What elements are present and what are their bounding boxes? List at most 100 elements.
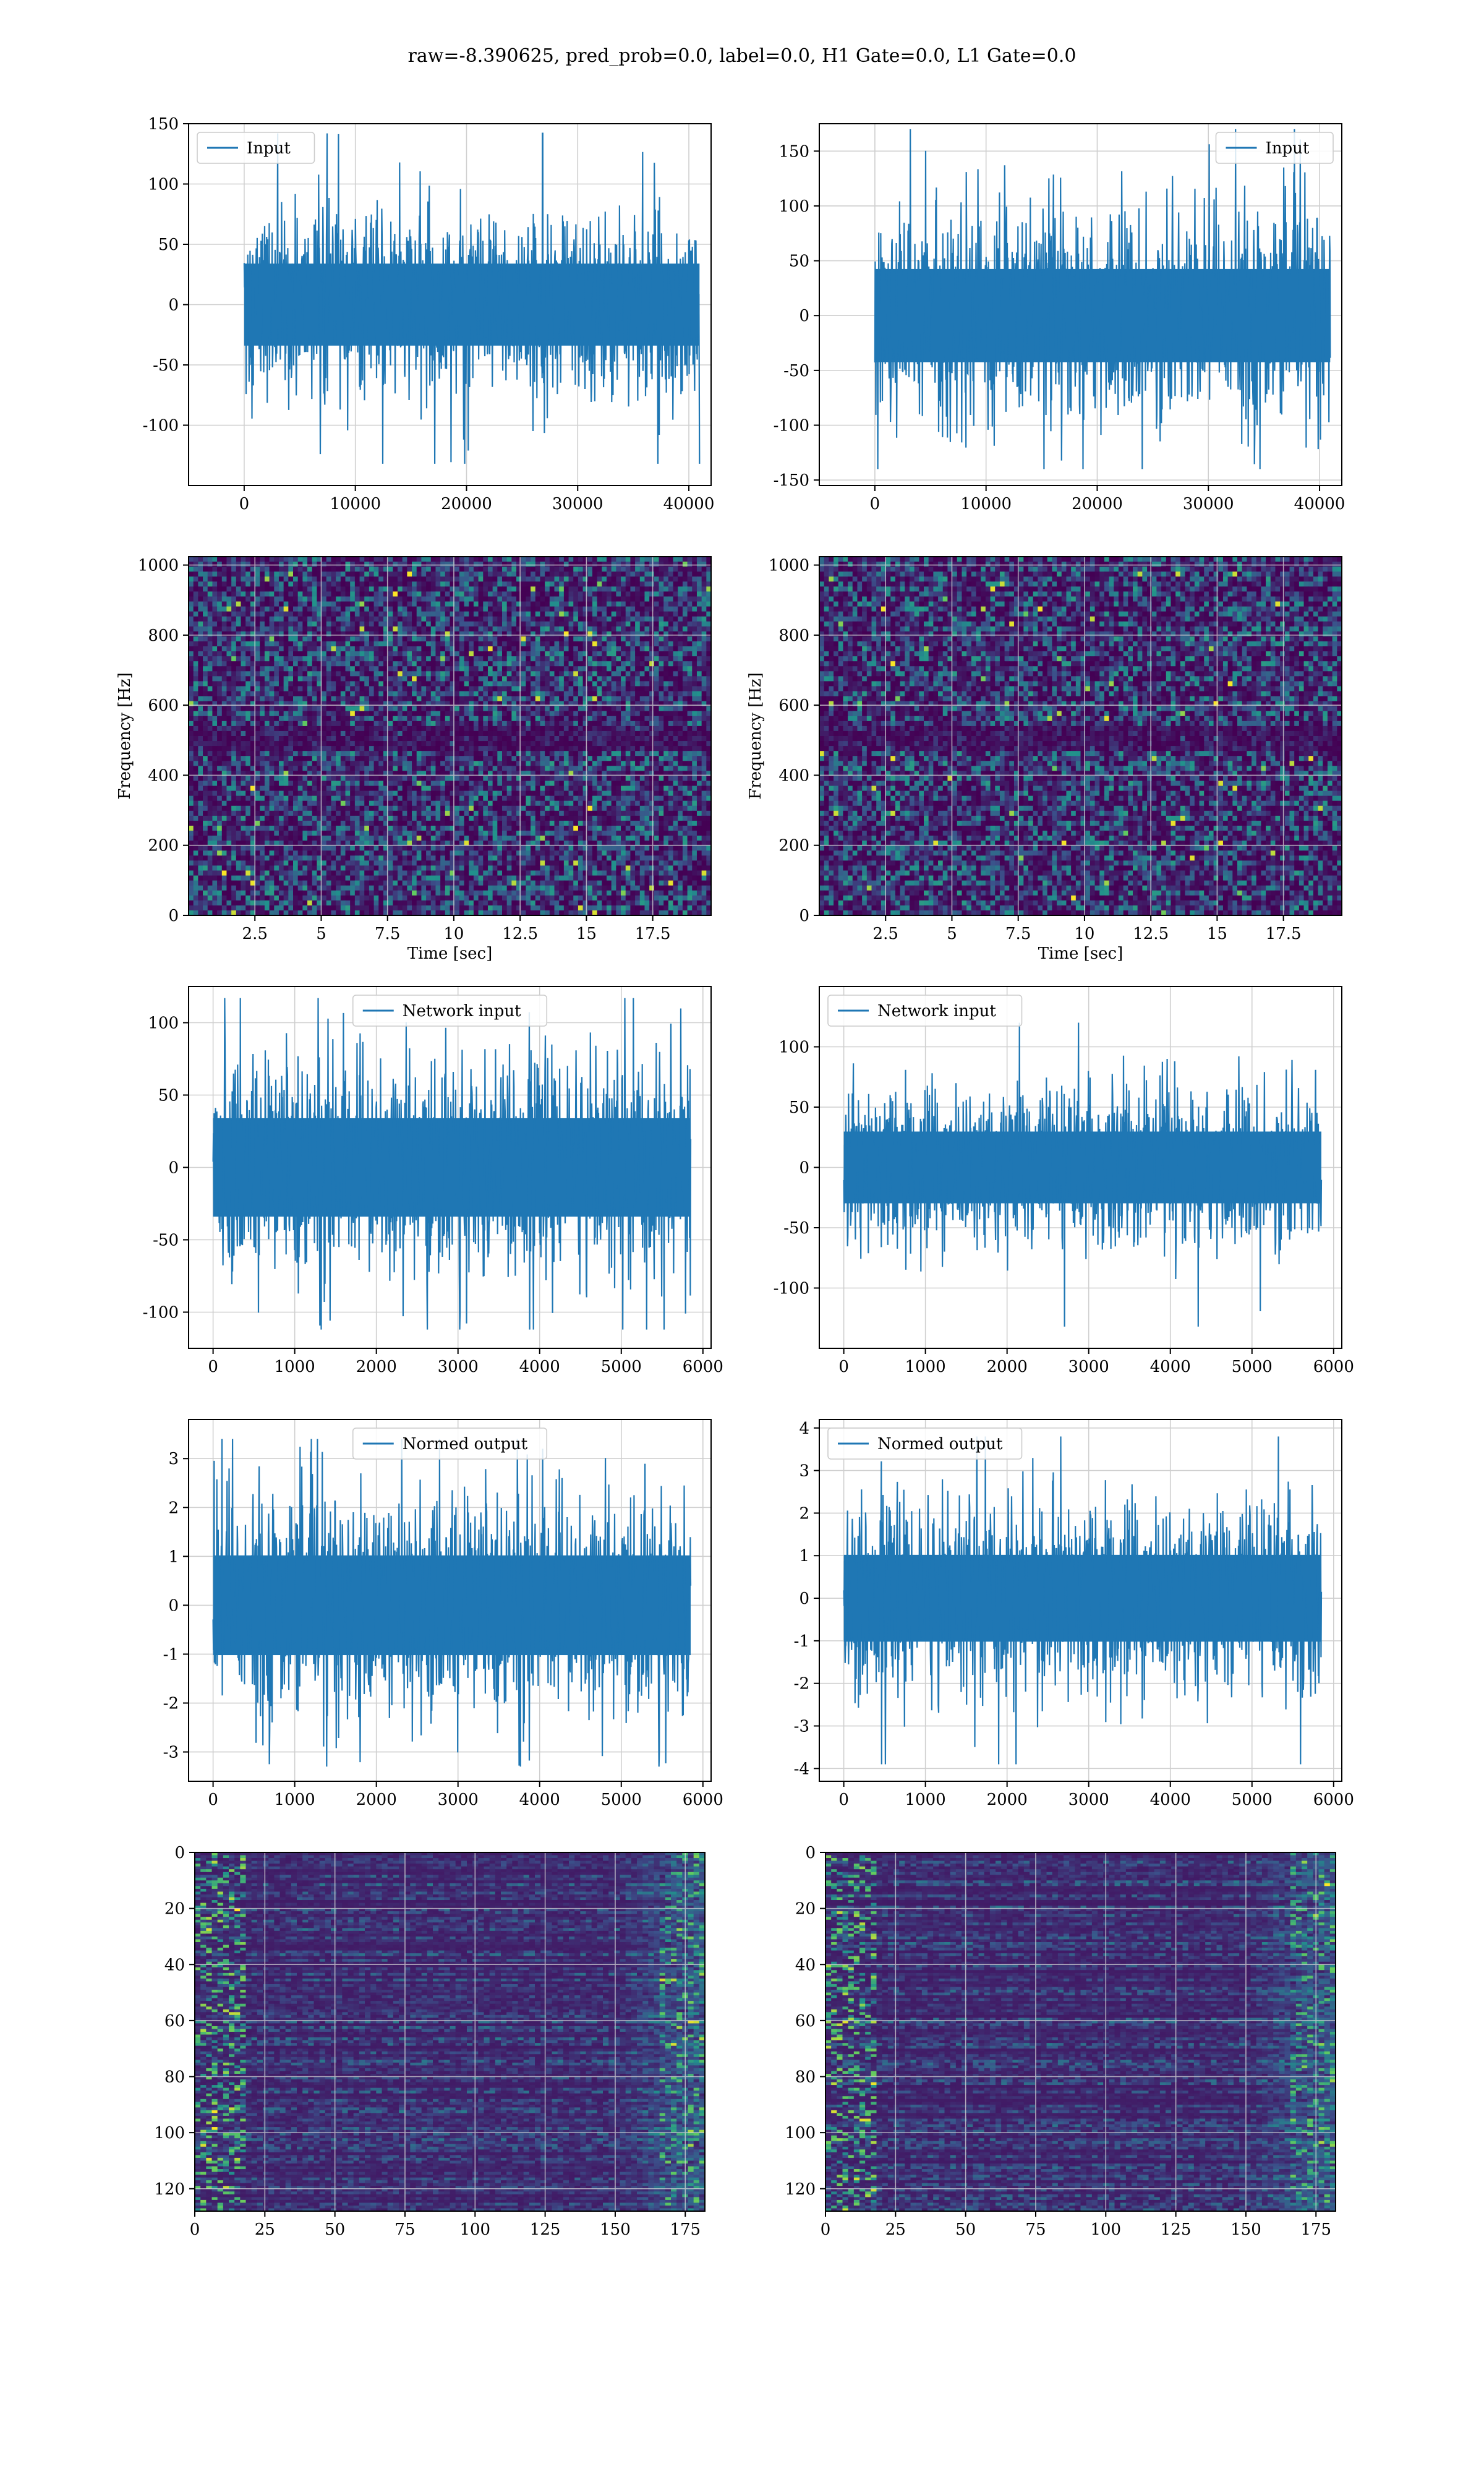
l1-normed-output-legend: Normed output (827, 1427, 1023, 1460)
y-tick-label: 800 (778, 627, 809, 645)
x-tick-label: 17.5 (1266, 925, 1302, 943)
x-tick-label: 0 (208, 1791, 218, 1809)
l1-feature-map-plot-area (825, 1852, 1336, 2211)
h1-normed-output-series-line (212, 1439, 692, 1767)
y-tick-label: 0 (805, 1844, 816, 1862)
x-tick-label: 30000 (1183, 495, 1234, 513)
h1-spectrogram-frame (188, 556, 712, 916)
h1-feature-map-plot-area (195, 1852, 705, 2211)
x-tick-label: 6000 (1313, 1358, 1354, 1376)
y-tick-label: 1000 (138, 557, 179, 575)
x-tick-label: 30000 (552, 495, 603, 513)
x-tick-label: 17.5 (635, 925, 671, 943)
y-tick-label: 4 (799, 1419, 809, 1438)
y-tick-label: 200 (148, 837, 179, 855)
h1-network-input-panel: 0 1000 2000 3000 4000 5000 6000 -100 -50 0 50 100 Ne… (143, 986, 723, 1376)
y-tick-label: 0 (174, 1844, 185, 1862)
h1-normed-output-legend: Normed output (352, 1427, 548, 1460)
h1-normed-output-frame (188, 1419, 712, 1782)
x-tick-label: 0 (838, 1791, 849, 1809)
l1-spectrogram-cells (819, 557, 1342, 915)
y-tick-label: 150 (778, 142, 809, 161)
y-tick-label: 400 (148, 766, 179, 785)
y-tick-label: 60 (795, 2012, 816, 2031)
y-tick-label: 1000 (769, 557, 809, 575)
h1-normed-output-plot-area (189, 1419, 711, 1781)
x-tick-label: 0 (838, 1358, 849, 1376)
x-tick-label: 2000 (356, 1791, 397, 1809)
y-tick-label: -100 (774, 1280, 809, 1298)
y-tick-label: 20 (795, 1900, 816, 1919)
y-tick-label: 120 (785, 2180, 816, 2199)
l1-input-legend: Input (1215, 132, 1334, 164)
l1-spectrogram-panel: 2.5 5 7.5 10 12.5 15 17.5 0 200 400 600 800 1000 Time… (746, 556, 1342, 963)
l1-spectrogram-plot-area (819, 557, 1342, 915)
x-tick-label: 0 (870, 495, 881, 513)
x-tick-label: 10 (1074, 925, 1094, 943)
x-tick-label: 75 (394, 2220, 415, 2239)
x-tick-label: 3000 (438, 1791, 479, 1809)
x-tick-label: 2000 (987, 1791, 1028, 1809)
x-tick-label: 0 (190, 2220, 200, 2239)
x-tick-label: 5 (947, 925, 957, 943)
h1-spectrogram-grid (189, 557, 711, 915)
y-tick-label: 3 (799, 1462, 809, 1481)
legend-box (827, 995, 1023, 1027)
y-tick-label: -2 (794, 1675, 809, 1693)
l1-network-input-series-line (843, 1022, 1323, 1327)
x-tick-label: 5 (316, 925, 326, 943)
y-tick-label: -1 (794, 1632, 809, 1651)
x-tick-label: 0 (239, 495, 250, 513)
x-tick-label: 1000 (275, 1358, 315, 1376)
y-tick-label: -50 (783, 1219, 809, 1238)
x-tick-label: 125 (530, 2220, 561, 2239)
h1-network-input-legend: Network input (352, 995, 548, 1027)
h1-feature-map-cells (195, 1852, 705, 2211)
x-tick-label: 7.5 (375, 925, 400, 943)
x-tick-label: 3000 (1068, 1791, 1109, 1809)
x-tick-label: 175 (1300, 2220, 1331, 2239)
y-tick-label: 0 (799, 907, 809, 925)
y-tick-label: 0 (168, 296, 179, 315)
y-tick-label: -50 (153, 356, 179, 375)
x-tick-label: 1000 (275, 1791, 315, 1809)
y-tick-label: 0 (168, 1159, 179, 1178)
x-tick-label: 40000 (663, 495, 715, 513)
y-tick-label: -50 (783, 362, 809, 380)
x-tick-label: 150 (600, 2220, 631, 2239)
x-tick-label: 15 (1207, 925, 1227, 943)
legend-box (827, 1427, 1023, 1460)
x-tick-label: 12.5 (502, 925, 538, 943)
x-tick-label: 1000 (905, 1791, 946, 1809)
y-tick-label: 0 (799, 1159, 809, 1178)
x-tick-label: 7.5 (1005, 925, 1031, 943)
y-tick-label: 100 (148, 1014, 179, 1033)
x-tick-label: 5000 (1232, 1791, 1273, 1809)
l1-spectrogram-ylabel: Frequency [Hz] (746, 672, 765, 800)
x-tick-label: 20000 (1072, 495, 1123, 513)
x-tick-label: 50 (325, 2220, 345, 2239)
y-tick-label: 600 (148, 696, 179, 715)
h1-feature-map-grid (195, 1852, 705, 2211)
y-tick-label: 100 (154, 2124, 185, 2142)
l1-feature-map-grid (825, 1852, 1336, 2211)
y-tick-label: 40 (795, 1956, 816, 1974)
y-tick-label: 100 (778, 1038, 809, 1057)
x-tick-label: 2000 (356, 1358, 397, 1376)
y-tick-label: -50 (153, 1231, 179, 1250)
x-tick-label: 175 (670, 2220, 701, 2239)
figure-title: raw=-8.390625, pred_prob=0.0, label=0.0,… (408, 45, 1077, 67)
x-tick-label: 10000 (960, 495, 1012, 513)
y-tick-label: -100 (143, 417, 179, 435)
l1-spectrogram-grid (819, 557, 1342, 915)
x-tick-label: 25 (885, 2220, 906, 2239)
x-tick-label: 3000 (438, 1358, 479, 1376)
y-tick-label: 800 (148, 627, 179, 645)
x-tick-label: 100 (459, 2220, 490, 2239)
x-tick-label: 1000 (905, 1358, 946, 1376)
l1-input-series-line (874, 129, 1331, 469)
x-tick-label: 12.5 (1133, 925, 1169, 943)
y-tick-label: 0 (168, 907, 179, 925)
legend-box (352, 1427, 548, 1460)
